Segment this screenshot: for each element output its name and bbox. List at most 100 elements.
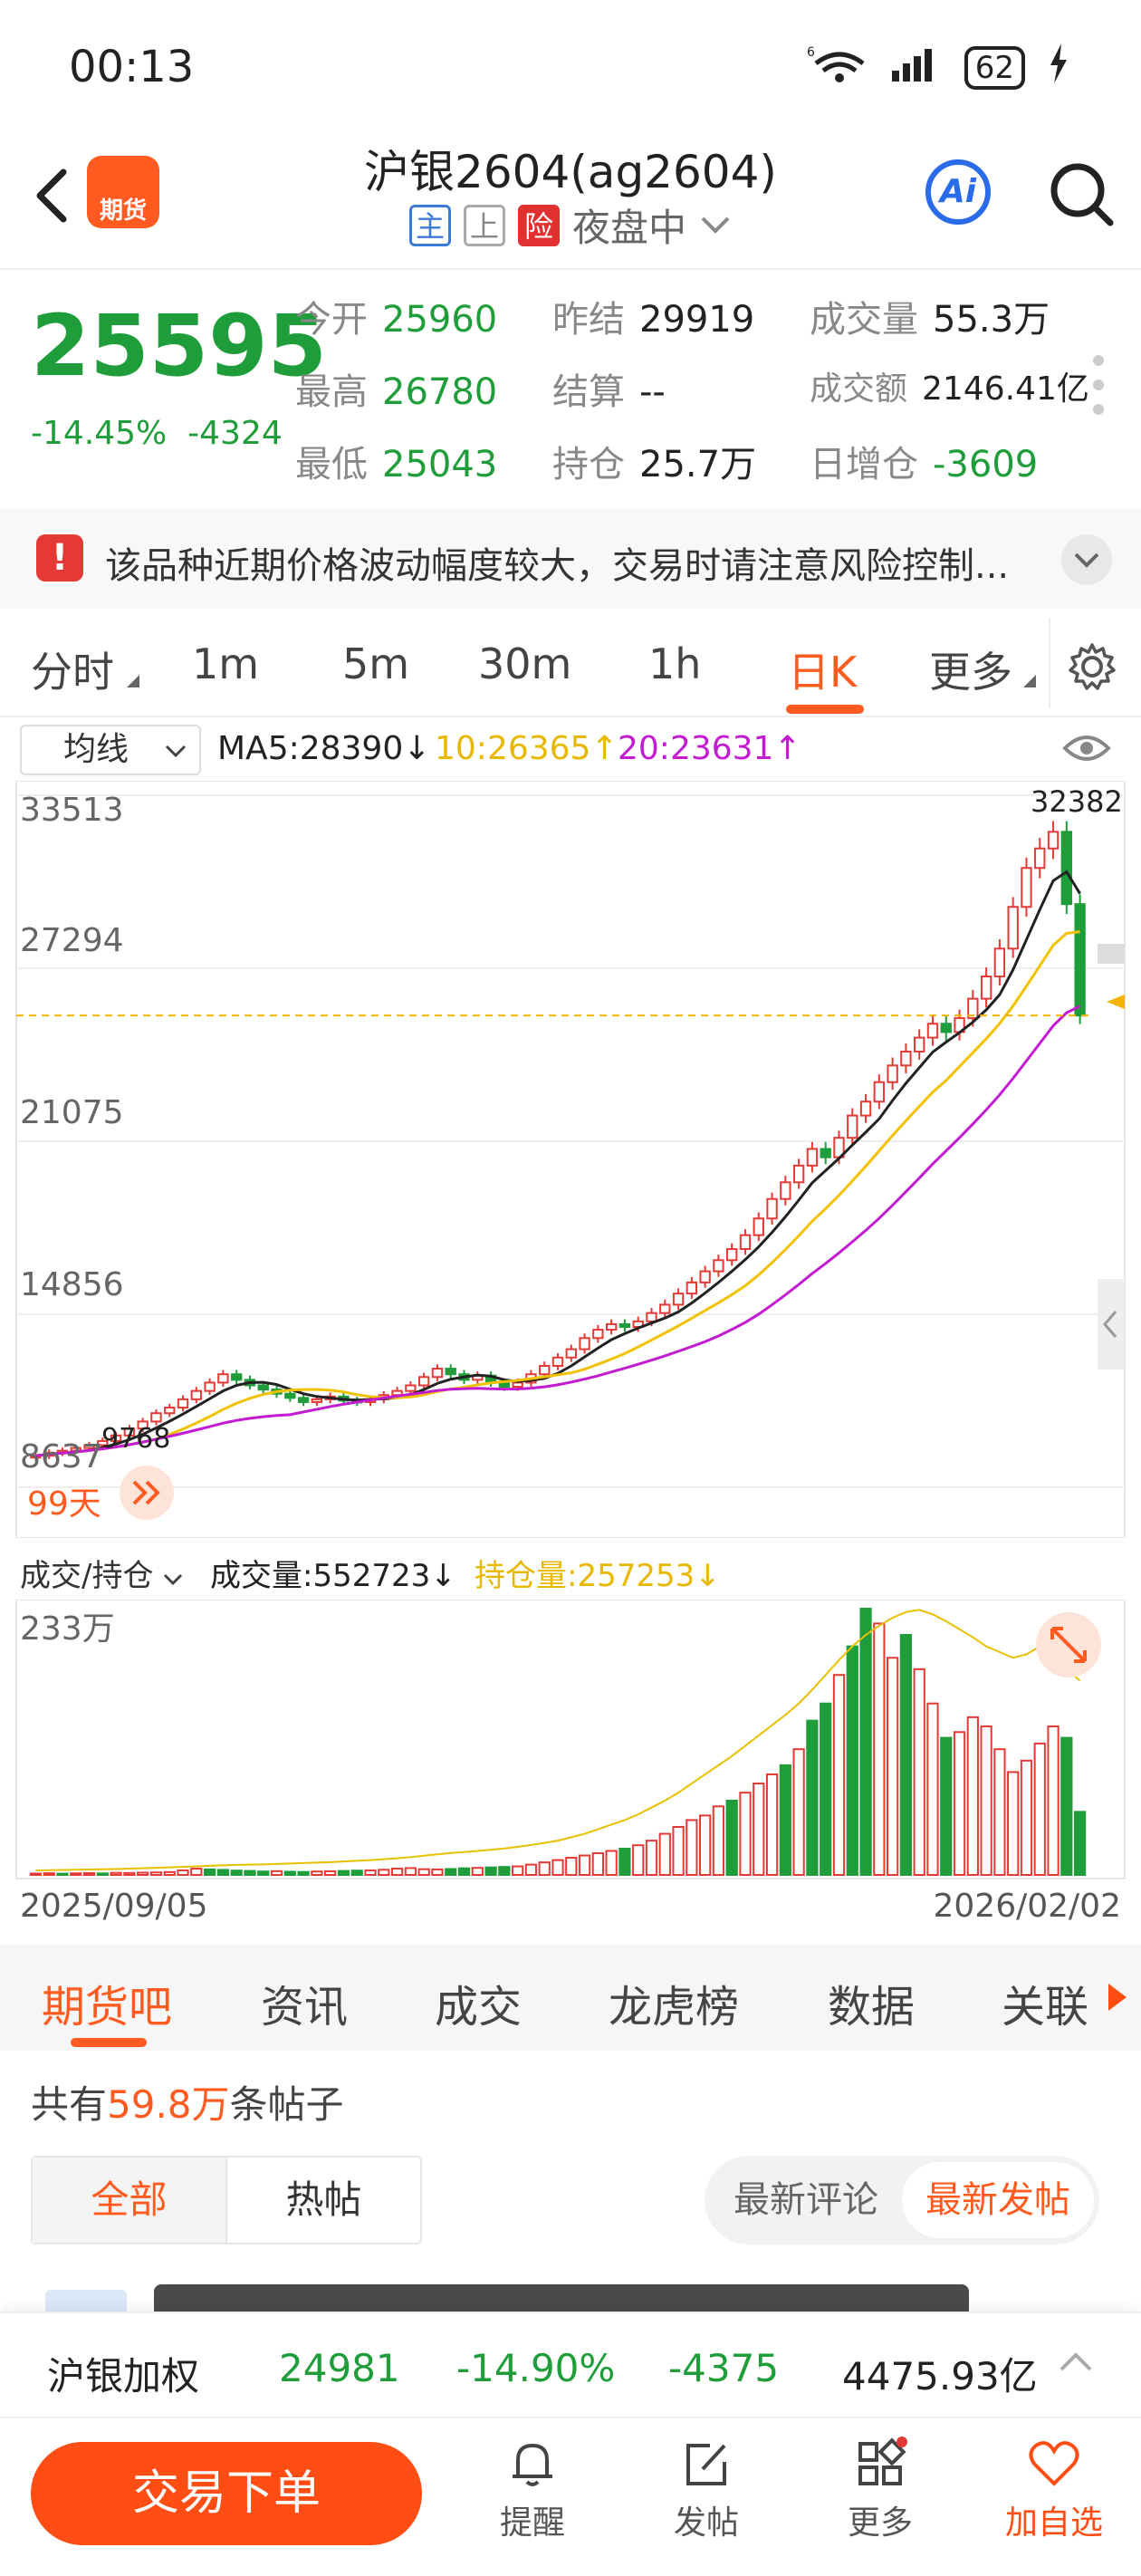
volume-bar — [846, 1645, 858, 1877]
volume-bar — [699, 1814, 712, 1876]
candle-body — [726, 1248, 738, 1262]
candle-body — [565, 1348, 577, 1359]
candle-body — [1060, 831, 1072, 906]
nav-post[interactable]: 发帖 — [643, 2437, 770, 2543]
candle-body — [137, 1420, 149, 1430]
tab-top-list[interactable]: 龙虎榜 — [609, 1982, 740, 2033]
gear-icon[interactable] — [1067, 641, 1117, 692]
status-bar: 00:13 6 62 — [0, 0, 1141, 136]
volume-bar — [806, 1719, 819, 1876]
volume-bar — [378, 1869, 390, 1877]
index-amount: 4475.93亿 — [842, 2354, 1038, 2398]
candle-body — [123, 1427, 136, 1437]
search-icon[interactable] — [1047, 159, 1116, 228]
volume-bar — [565, 1857, 578, 1877]
tab-daily-k[interactable]: 日K — [788, 648, 858, 697]
candle-body — [926, 1023, 939, 1039]
tab-intraday-triangle-icon — [127, 674, 139, 691]
filter-hot[interactable]: 热帖 — [225, 2158, 420, 2243]
page-title: 沪银2604(ag2604) — [364, 146, 777, 198]
tab-related[interactable]: 关联 — [1002, 1982, 1089, 2033]
post-item-peek[interactable] — [45, 2281, 1114, 2313]
candle-body — [110, 1434, 122, 1442]
fullscreen-icon[interactable] — [1036, 1612, 1101, 1677]
risk-notice[interactable]: ! 该品种近期价格波动幅度较大，交易时请注意风险控制... — [0, 509, 1141, 609]
volume-select[interactable]: 成交/持仓 — [20, 1551, 183, 1595]
expand-notice-icon[interactable] — [1061, 534, 1112, 585]
candle-body — [713, 1259, 724, 1273]
sort-latest-comment[interactable]: 最新评论 — [734, 2179, 878, 2221]
volume-bar — [457, 1867, 471, 1877]
tab-news[interactable]: 资讯 — [261, 1982, 349, 2033]
weighted-index-bar[interactable]: 沪银加权 24981 -14.90% -4375 4475.93亿 — [0, 2312, 1141, 2417]
posts-count: 共有59.8万条帖子 — [31, 2082, 344, 2127]
volume-chart[interactable]: 233万 — [14, 1600, 1127, 1880]
y-tick-label: 14856 — [20, 1266, 124, 1303]
sort-latest-post[interactable]: 最新发帖 — [902, 2162, 1094, 2238]
candle-body — [284, 1392, 296, 1399]
tab-5m[interactable]: 5m — [342, 639, 410, 688]
wifi-icon: 6 — [807, 43, 867, 92]
volume-bar — [887, 1657, 899, 1876]
volume-bar — [96, 1872, 109, 1876]
volume-value: 成交量:552723↓ — [210, 1558, 456, 1594]
tab-trades[interactable]: 成交 — [435, 1982, 523, 2033]
filter-all[interactable]: 全部 — [33, 2158, 225, 2243]
nav-alert[interactable]: 提醒 — [469, 2437, 596, 2543]
candle-body — [1034, 847, 1046, 870]
volume-bar — [311, 1870, 323, 1877]
max-price-label: 32382 — [1031, 784, 1123, 819]
candle-body — [806, 1148, 819, 1167]
tab-1m[interactable]: 1m — [192, 639, 260, 688]
open-cell: 今开 25960 — [295, 299, 498, 341]
ma5-line — [35, 870, 1081, 1457]
nav-add-favorite[interactable]: 加自选 — [991, 2437, 1117, 2543]
candle-body — [551, 1356, 564, 1368]
ma10-line — [35, 930, 1080, 1457]
index-pct: -14.90% — [456, 2346, 616, 2390]
tab-30m[interactable]: 30m — [478, 639, 572, 688]
side-handle-icon[interactable] — [1098, 1279, 1125, 1370]
ai-assistant-icon[interactable]: Ai — [925, 159, 991, 225]
contract-subtitle[interactable]: 主 上 险 夜盘中 — [0, 197, 1141, 253]
volume-legend-bar: 成交/持仓 成交量:552723↓ 持仓量:257253↓ — [0, 1540, 1141, 1600]
candle-body — [431, 1368, 444, 1379]
volume-bar — [591, 1852, 604, 1877]
volume-bar — [725, 1799, 738, 1876]
warning-icon: ! — [36, 534, 83, 582]
volume-bar — [753, 1783, 765, 1877]
app-logo[interactable]: 期货 — [87, 156, 159, 228]
more-vertical-icon[interactable] — [1092, 353, 1105, 420]
eye-icon[interactable] — [1061, 730, 1112, 770]
tab-data[interactable]: 数据 — [828, 1982, 916, 2033]
volume-bar — [1033, 1742, 1046, 1876]
post-title-peek — [154, 2284, 969, 2313]
tab-1h[interactable]: 1h — [648, 639, 702, 688]
chevron-up-icon[interactable] — [1058, 2348, 1094, 2379]
tab-futures-forum[interactable]: 期货吧 — [42, 1982, 173, 2033]
volume-bar — [551, 1859, 564, 1876]
trade-button[interactable]: 交易下单 — [31, 2442, 422, 2545]
edit-icon — [686, 2444, 726, 2485]
tab-more[interactable]: 更多 — [929, 648, 1012, 697]
candle-body — [1074, 903, 1086, 1017]
nav-more-label: 更多 — [847, 2504, 913, 2542]
notice-text: 该品种近期价格波动幅度较大，交易时请注意风险控制... — [105, 545, 1010, 587]
candle-body — [150, 1412, 162, 1423]
chevron-down-icon[interactable] — [699, 203, 732, 247]
kline-chart[interactable]: 33513 27294 21075 14856 8637 32382 9768 … — [14, 781, 1127, 1538]
tab-intraday[interactable]: 分时 — [31, 648, 114, 697]
nav-post-label: 发帖 — [673, 2504, 739, 2542]
volume-bar — [177, 1869, 189, 1876]
candle-body — [980, 976, 992, 1000]
post-filter: 全部 热帖 — [31, 2156, 422, 2244]
back-icon[interactable] — [27, 159, 82, 232]
settle-cell: 结算 -- — [552, 371, 666, 413]
nav-more[interactable]: 更多 — [817, 2437, 944, 2543]
volume-bar — [350, 1870, 363, 1876]
post-tag — [45, 2290, 127, 2313]
scroll-right-icon[interactable] — [1107, 1982, 1128, 2016]
volume-bar — [765, 1773, 779, 1877]
expand-range-icon[interactable] — [120, 1466, 174, 1520]
indicator-select[interactable]: 均线 — [20, 725, 201, 775]
